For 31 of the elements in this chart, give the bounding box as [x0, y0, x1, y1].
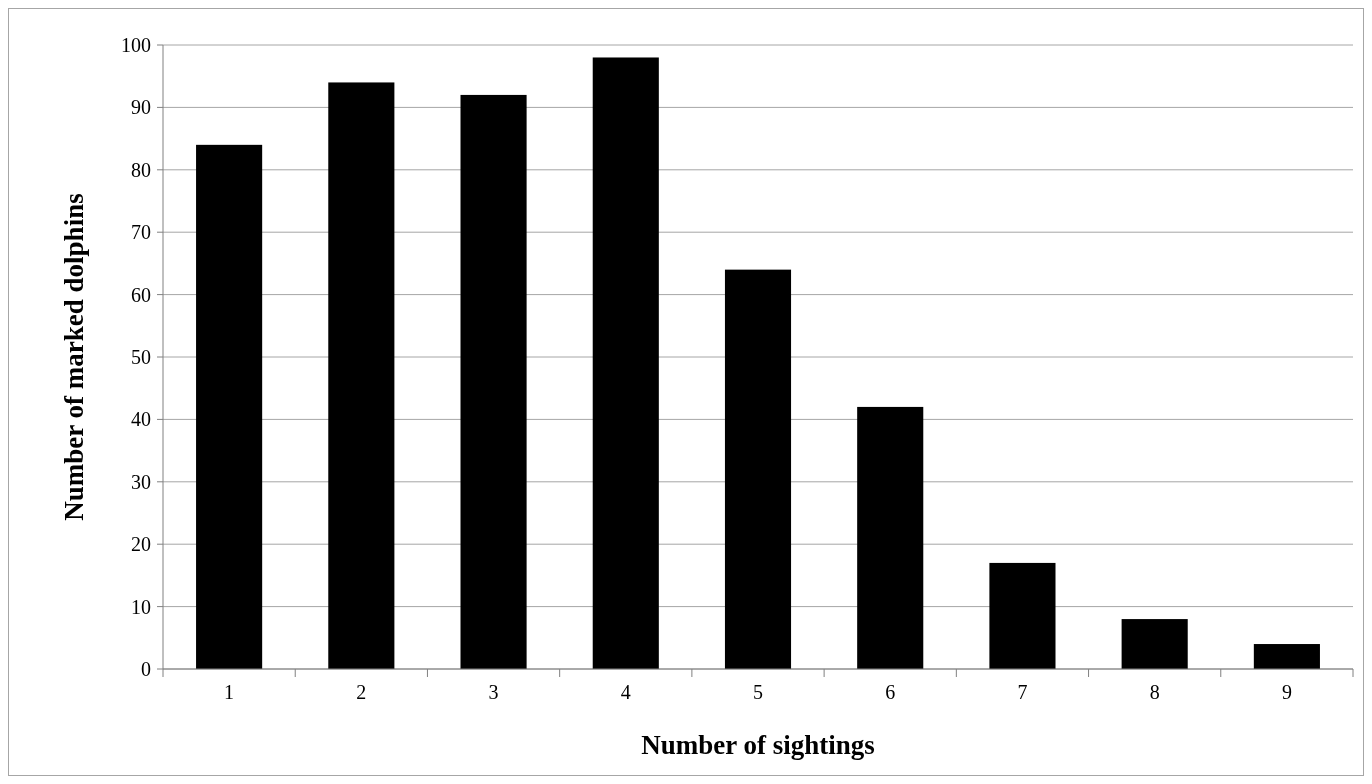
y-tick-label: 0 [141, 658, 151, 680]
bar [196, 144, 263, 669]
y-axis-title: Number of marked dolphins [59, 193, 89, 521]
x-tick-label: 3 [488, 681, 499, 703]
y-tick-label: 30 [131, 470, 151, 493]
x-tick-label: 2 [356, 681, 367, 703]
bar [724, 269, 792, 669]
x-tick-label: 1 [224, 681, 235, 703]
x-tick-label: 8 [1149, 681, 1160, 703]
bar [1253, 644, 1320, 669]
y-tick-label: 10 [131, 595, 151, 618]
y-tick-label: 60 [131, 283, 151, 306]
bar [989, 562, 1056, 669]
x-axis-title: Number of sightings [641, 730, 875, 760]
bar [328, 82, 395, 669]
x-tick-label: 9 [1281, 681, 1292, 703]
y-tick-label: 90 [131, 96, 151, 119]
y-tick-label: 50 [131, 346, 151, 368]
x-tick-label: 6 [885, 681, 896, 703]
bar [592, 57, 659, 669]
x-tick-label: 7 [1017, 681, 1028, 703]
x-tick-label: 5 [753, 681, 763, 703]
y-tick-label: 80 [131, 158, 151, 181]
y-tick-label: 100 [121, 34, 151, 56]
x-tick-label: 4 [620, 681, 631, 703]
bar [857, 406, 924, 669]
bar [460, 94, 527, 669]
y-tick-label: 70 [131, 221, 151, 244]
bar [1121, 619, 1188, 669]
y-tick-label: 40 [131, 408, 151, 431]
y-tick-label: 20 [131, 533, 151, 556]
